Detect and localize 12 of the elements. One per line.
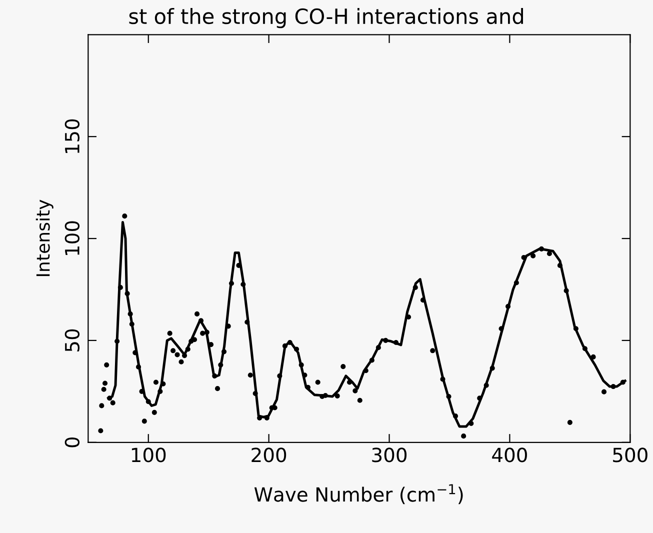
x-tick-label: 500 <box>613 448 648 462</box>
x-tick-label: 100 <box>132 448 166 462</box>
y-tick-label: 0 <box>64 437 80 448</box>
y-axis-title: Intensity <box>36 200 54 276</box>
y-tick-label: 150 <box>64 119 80 154</box>
y-tick-label: 100 <box>64 221 80 255</box>
x-tick-label: 200 <box>252 448 286 462</box>
y-tick-label: 50 <box>64 329 80 352</box>
text: st of the strong CO-H interactions and <box>129 8 523 28</box>
x-tick-label: 300 <box>372 448 407 462</box>
x-axis-title: Wave Number (cm$^{−1}$) <box>254 484 463 504</box>
x-tick-label: 400 <box>492 448 527 462</box>
